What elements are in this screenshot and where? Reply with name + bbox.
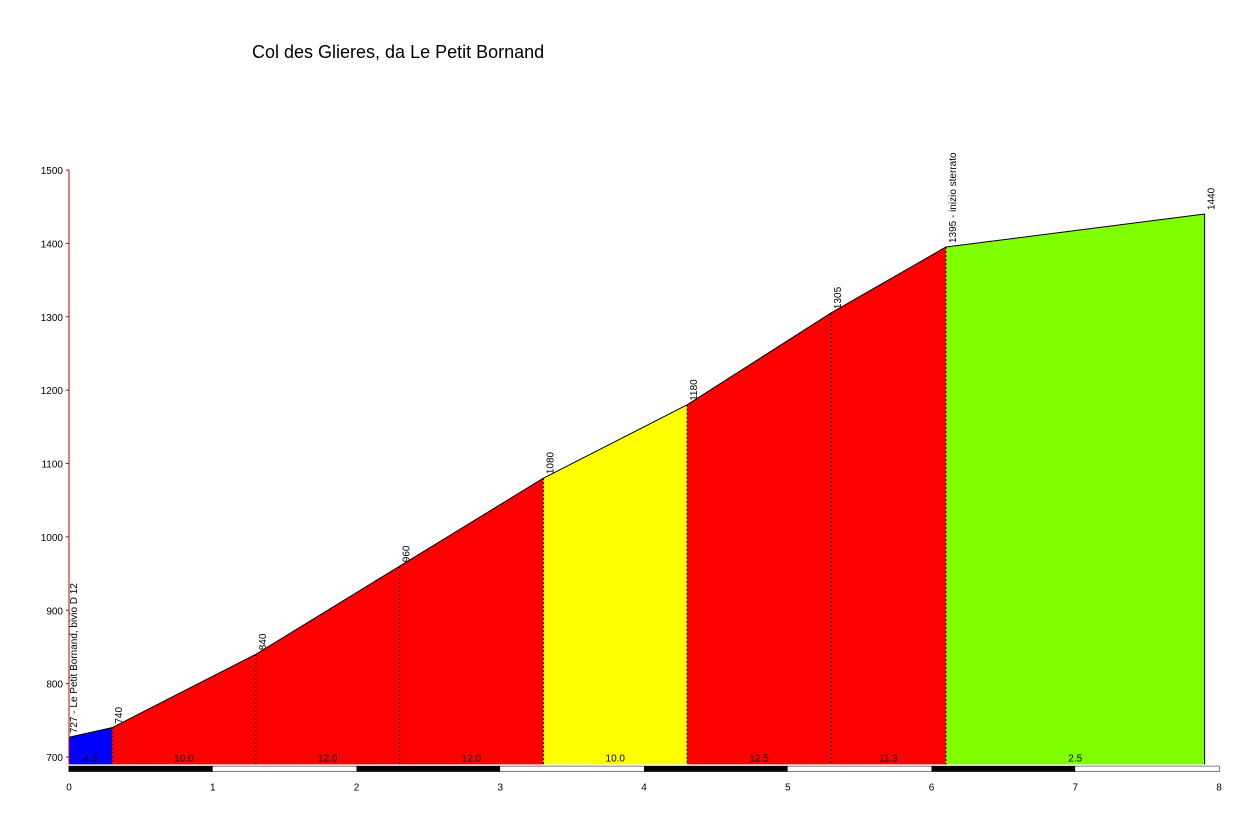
- y-tick-label-1400: 1400: [41, 239, 64, 250]
- elevation-label-2: 740: [114, 707, 125, 724]
- elevation-label-8: 1395 - inizio sterrato: [948, 152, 959, 243]
- y-tick-label-700: 700: [46, 753, 63, 764]
- km-bar-block-0: [69, 766, 213, 772]
- x-tick-label-8: 8: [1216, 782, 1222, 793]
- km-bar-block-3: [500, 766, 644, 772]
- km-bar-block-2: [356, 766, 501, 772]
- elevation-label-1: 727 - Le Petit Bornand, bivio D 12: [69, 583, 80, 734]
- x-tick-label-1: 1: [210, 782, 216, 793]
- segment-fill-3: [255, 566, 400, 765]
- gradient-label-4: 12.0: [462, 753, 482, 764]
- segment-fill-8: [945, 214, 1205, 765]
- segment-fill-4: [399, 478, 544, 765]
- x-tick-label-6: 6: [929, 782, 935, 793]
- axes-group: 700 800 900 1000 1100 1200 1300 1400 1500: [41, 166, 70, 765]
- km-bar-block-5: [787, 766, 932, 772]
- elevation-label-7: 1305: [833, 286, 844, 309]
- y-tick-label-800: 800: [46, 680, 63, 691]
- y-tick-label-1200: 1200: [41, 386, 64, 397]
- x-tick-label-3: 3: [497, 782, 503, 793]
- x-tick-label-2: 2: [354, 782, 360, 793]
- x-tick-label-0: 0: [66, 782, 72, 793]
- chart-title: Col des Glieres, da Le Petit Bornand: [252, 42, 544, 62]
- gradient-label-5: 10.0: [606, 753, 626, 764]
- km-bar-block-4: [644, 766, 788, 772]
- segment-fill-5: [543, 404, 688, 765]
- x-tick-label-5: 5: [785, 782, 791, 793]
- segment-dividers: [111, 247, 947, 765]
- km-scale-bar: 0 1 2 3 4 5 6 7 8: [66, 765, 1222, 793]
- km-bar-block-1: [212, 766, 357, 772]
- gradient-label-1: 4.3: [84, 753, 98, 764]
- gradient-label-3: 12.0: [318, 753, 338, 764]
- gradient-label-7: 11.3: [879, 753, 898, 764]
- km-bar-block-6: [931, 766, 1076, 772]
- elevation-label-9: 1440: [1207, 187, 1218, 210]
- segment-fill-7: [830, 247, 946, 765]
- gradient-label-8: 2.5: [1068, 753, 1082, 764]
- gradient-label-6: 12.5: [749, 753, 769, 764]
- profile-outline-group: [68, 213, 1206, 765]
- elevation-label-4: 960: [402, 545, 413, 562]
- segment-fill-2: [112, 654, 256, 765]
- x-tick-label-7: 7: [1072, 782, 1078, 793]
- km-bar-block-7: [1075, 766, 1219, 772]
- profile-fill-group: [69, 214, 1205, 765]
- elevation-label-6: 1180: [689, 379, 700, 401]
- y-tick-label-1100: 1100: [41, 460, 63, 471]
- y-tick-label-900: 900: [46, 606, 63, 617]
- elevation-label-3: 840: [258, 633, 269, 650]
- segment-fill-1: [69, 727, 113, 765]
- gradient-label-2: 10.0: [174, 753, 194, 764]
- elevation-label-5: 1080: [545, 451, 556, 474]
- y-tick-label-1500: 1500: [41, 166, 64, 177]
- point-labels-group: 727 - Le Petit Bornand, bivio D 12 740 840…: [69, 152, 1218, 733]
- x-tick-label-4: 4: [641, 782, 647, 793]
- gradient-labels-group: 4.3 10.0 12.0 12.0 10.0 12.5 11.3 2.5: [84, 753, 1083, 764]
- segment-fill-6: [687, 313, 831, 765]
- profile-line: [68, 213, 1205, 738]
- y-tick-label-1000: 1000: [41, 533, 64, 544]
- y-tick-label-1300: 1300: [41, 313, 64, 324]
